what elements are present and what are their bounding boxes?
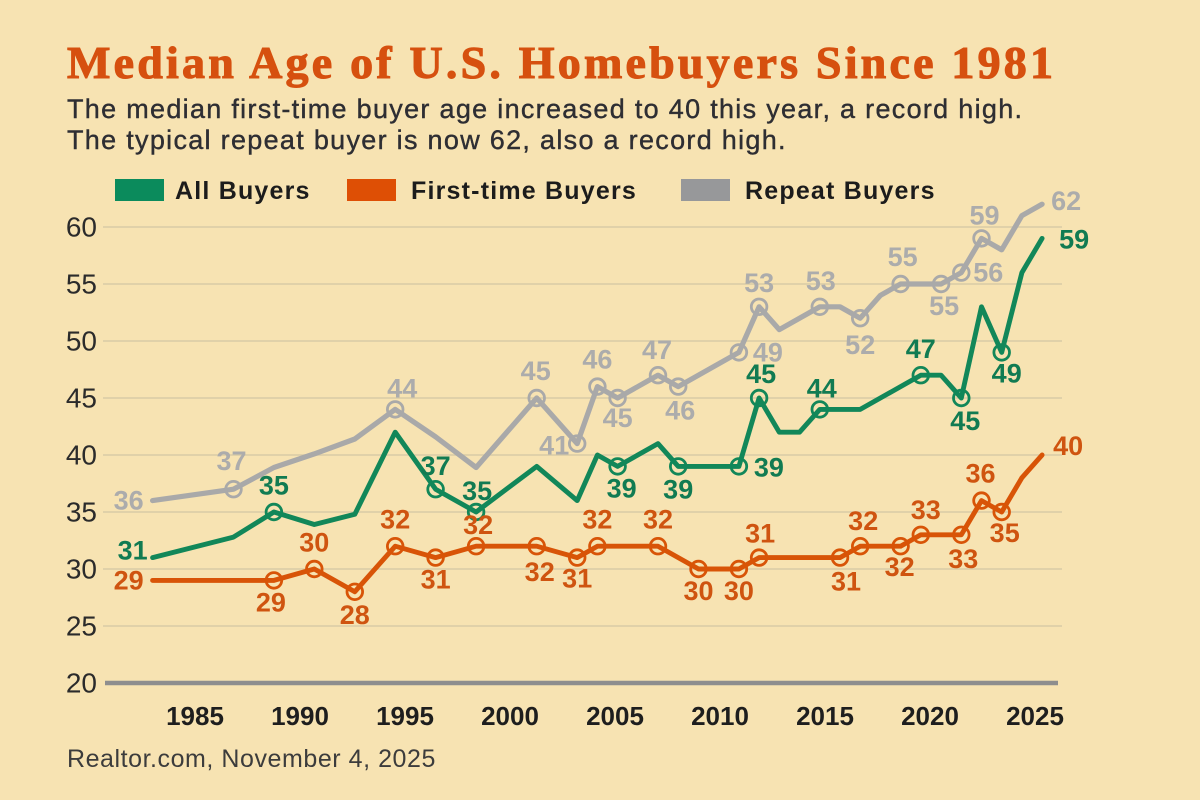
svg-text:32: 32 (463, 510, 493, 540)
svg-text:47: 47 (642, 335, 672, 365)
svg-text:40: 40 (1053, 431, 1083, 461)
svg-text:44: 44 (387, 373, 417, 403)
svg-text:35: 35 (66, 497, 97, 528)
svg-text:30: 30 (724, 576, 754, 606)
svg-text:31: 31 (118, 536, 148, 566)
svg-text:45: 45 (950, 406, 980, 436)
svg-text:60: 60 (66, 212, 97, 243)
svg-text:33: 33 (911, 495, 941, 525)
svg-text:30: 30 (66, 554, 97, 585)
svg-text:1995: 1995 (376, 701, 434, 731)
svg-text:39: 39 (754, 452, 784, 482)
svg-text:55: 55 (66, 269, 97, 300)
svg-text:45: 45 (521, 356, 551, 386)
svg-text:41: 41 (539, 431, 569, 461)
svg-text:37: 37 (216, 446, 246, 476)
svg-text:1985: 1985 (166, 701, 224, 731)
svg-text:32: 32 (643, 505, 673, 535)
svg-text:35: 35 (259, 471, 289, 501)
svg-text:32: 32 (848, 506, 878, 536)
svg-text:53: 53 (806, 266, 836, 296)
svg-text:46: 46 (582, 345, 612, 375)
svg-text:44: 44 (807, 373, 837, 403)
svg-text:32: 32 (885, 552, 915, 582)
svg-text:36: 36 (965, 459, 995, 489)
svg-text:1990: 1990 (271, 701, 329, 731)
svg-text:2005: 2005 (586, 701, 644, 731)
svg-text:2025: 2025 (1006, 701, 1064, 731)
svg-text:2000: 2000 (481, 701, 539, 731)
svg-text:31: 31 (745, 519, 775, 549)
svg-text:28: 28 (340, 600, 370, 630)
svg-text:39: 39 (663, 474, 693, 504)
svg-text:31: 31 (562, 564, 592, 594)
svg-text:47: 47 (906, 334, 936, 364)
svg-text:32: 32 (582, 505, 612, 535)
svg-text:29: 29 (114, 565, 144, 595)
svg-text:39: 39 (607, 473, 637, 503)
svg-text:45: 45 (746, 359, 776, 389)
svg-text:50: 50 (66, 326, 97, 357)
svg-text:25: 25 (66, 611, 97, 642)
svg-text:35: 35 (990, 518, 1020, 548)
svg-text:56: 56 (973, 258, 1003, 288)
svg-text:20: 20 (66, 668, 97, 699)
svg-text:49: 49 (753, 337, 783, 367)
svg-text:49: 49 (992, 358, 1022, 388)
svg-text:31: 31 (421, 565, 451, 595)
svg-text:2015: 2015 (796, 701, 854, 731)
svg-text:59: 59 (969, 200, 999, 230)
svg-text:32: 32 (380, 505, 410, 535)
svg-text:37: 37 (421, 451, 451, 481)
svg-text:53: 53 (744, 268, 774, 298)
svg-text:45: 45 (66, 383, 97, 414)
svg-text:45: 45 (603, 403, 633, 433)
svg-text:30: 30 (683, 576, 713, 606)
svg-text:40: 40 (66, 440, 97, 471)
svg-text:62: 62 (1051, 186, 1081, 216)
svg-text:55: 55 (929, 291, 959, 321)
svg-text:46: 46 (665, 396, 695, 426)
svg-text:29: 29 (256, 587, 286, 617)
svg-text:59: 59 (1059, 224, 1089, 254)
svg-text:52: 52 (845, 330, 875, 360)
svg-text:55: 55 (888, 242, 918, 272)
svg-text:35: 35 (462, 476, 492, 506)
svg-text:30: 30 (299, 528, 329, 558)
svg-text:2010: 2010 (691, 701, 749, 731)
svg-text:32: 32 (525, 557, 555, 587)
svg-text:2020: 2020 (901, 701, 959, 731)
svg-text:31: 31 (831, 567, 861, 597)
svg-text:33: 33 (948, 544, 978, 574)
svg-text:36: 36 (114, 486, 144, 516)
